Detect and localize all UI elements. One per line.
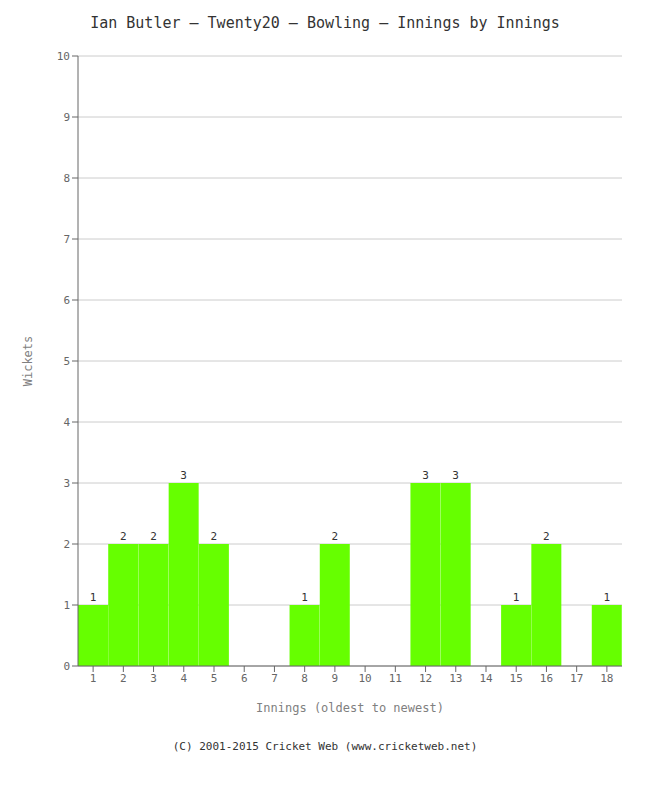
svg-text:Wickets: Wickets — [21, 336, 35, 387]
svg-text:4: 4 — [63, 416, 70, 429]
svg-text:1: 1 — [63, 599, 70, 612]
svg-text:1: 1 — [90, 672, 97, 685]
svg-text:18: 18 — [600, 672, 613, 685]
svg-text:2: 2 — [63, 538, 70, 551]
svg-text:8: 8 — [301, 672, 308, 685]
svg-text:15: 15 — [510, 672, 523, 685]
svg-text:Innings (oldest to newest): Innings (oldest to newest) — [256, 701, 444, 715]
svg-text:2: 2 — [120, 530, 127, 543]
svg-text:6: 6 — [241, 672, 248, 685]
svg-text:3: 3 — [63, 477, 70, 490]
svg-text:9: 9 — [63, 111, 70, 124]
svg-text:9: 9 — [332, 672, 339, 685]
svg-text:1: 1 — [603, 591, 610, 604]
svg-text:10: 10 — [57, 50, 70, 63]
svg-text:11: 11 — [389, 672, 402, 685]
svg-text:6: 6 — [63, 294, 70, 307]
svg-text:7: 7 — [63, 233, 70, 246]
svg-text:10: 10 — [358, 672, 371, 685]
svg-text:16: 16 — [540, 672, 553, 685]
svg-text:13: 13 — [449, 672, 462, 685]
svg-text:1: 1 — [301, 591, 308, 604]
svg-text:12: 12 — [419, 672, 432, 685]
svg-text:5: 5 — [63, 355, 70, 368]
svg-text:2: 2 — [211, 530, 218, 543]
svg-text:3: 3 — [180, 469, 187, 482]
svg-text:3: 3 — [150, 672, 157, 685]
svg-text:2: 2 — [331, 530, 338, 543]
svg-text:4: 4 — [180, 672, 187, 685]
svg-text:3: 3 — [422, 469, 429, 482]
svg-text:14: 14 — [479, 672, 493, 685]
svg-text:5: 5 — [211, 672, 218, 685]
svg-text:0: 0 — [63, 660, 70, 673]
svg-text:8: 8 — [63, 172, 70, 185]
svg-text:1: 1 — [513, 591, 520, 604]
svg-text:7: 7 — [271, 672, 278, 685]
svg-text:17: 17 — [570, 672, 583, 685]
svg-text:2: 2 — [120, 672, 127, 685]
svg-text:1: 1 — [90, 591, 97, 604]
svg-text:2: 2 — [543, 530, 550, 543]
html-text:Ian Butler – Twenty20 – Bowlin: Ian Butler – Twenty20 – Bowling – Inning… — [90, 14, 560, 32]
svg-text:2: 2 — [150, 530, 157, 543]
html-text:(C) 2001-2015 Cricket Web (www: (C) 2001-2015 Cricket Web (www.cricketwe… — [172, 740, 478, 753]
svg-text:3: 3 — [452, 469, 459, 482]
